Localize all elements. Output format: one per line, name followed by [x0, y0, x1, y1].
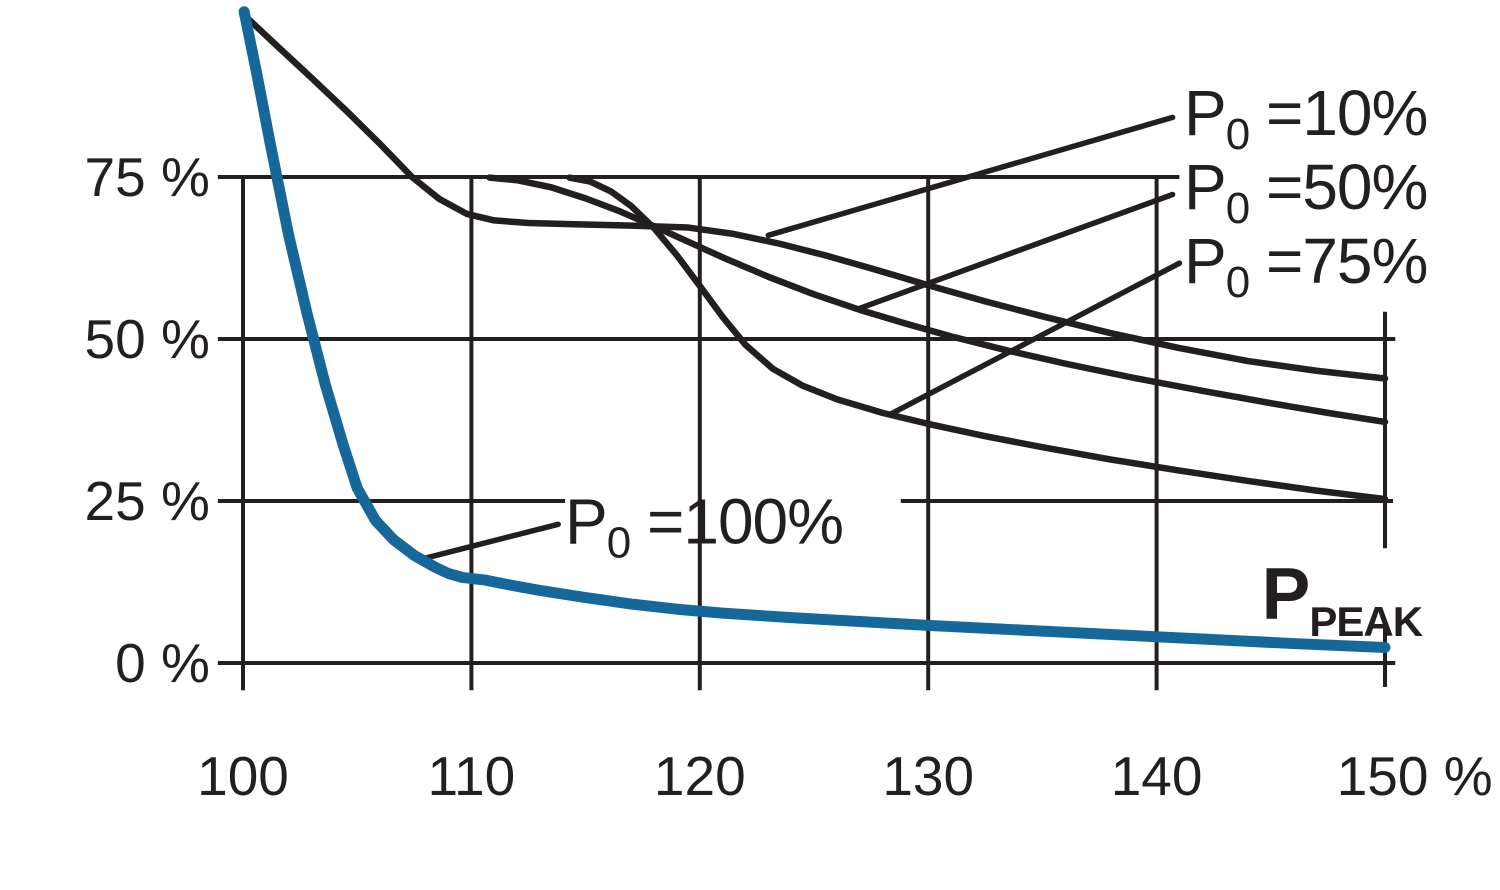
x-tick-label-140: 140 — [1111, 745, 1203, 807]
x-axis-title-ppeak: PPEAK — [1262, 554, 1423, 645]
y-tick-label-0: 0 % — [115, 632, 210, 694]
curve-p0-100 — [238, 6, 1391, 653]
x-tick-label-120: 120 — [654, 745, 746, 807]
x-tick-label-110: 110 — [428, 745, 516, 807]
curve-p0-50 — [486, 174, 1389, 426]
leader-line-p0-75 — [888, 260, 1183, 417]
leader-line-p0-100 — [422, 521, 561, 561]
leader-line-p0-50 — [854, 191, 1176, 312]
curve-label-p0-100: P0 =100% — [565, 485, 843, 567]
curve-p0-10 — [244, 14, 1389, 382]
y-tick-label-75: 75 % — [85, 146, 210, 208]
curve-label-p0-50: P0 =50% — [1184, 151, 1427, 233]
x-tick-label-130: 130 — [882, 745, 974, 807]
y-tick-label-25: 25 % — [85, 470, 210, 532]
leader-line-p0-10 — [765, 114, 1176, 239]
y-tick-label-50: 50 % — [85, 308, 210, 370]
x-tick-label-150: 150 % — [1337, 745, 1493, 807]
curve-p0-75 — [566, 174, 1389, 503]
x-tick-label-100: 100 — [197, 745, 289, 807]
curve-label-p0-10: P0 =10% — [1184, 77, 1427, 159]
curve-label-p0-75: P0 =75% — [1184, 225, 1427, 307]
